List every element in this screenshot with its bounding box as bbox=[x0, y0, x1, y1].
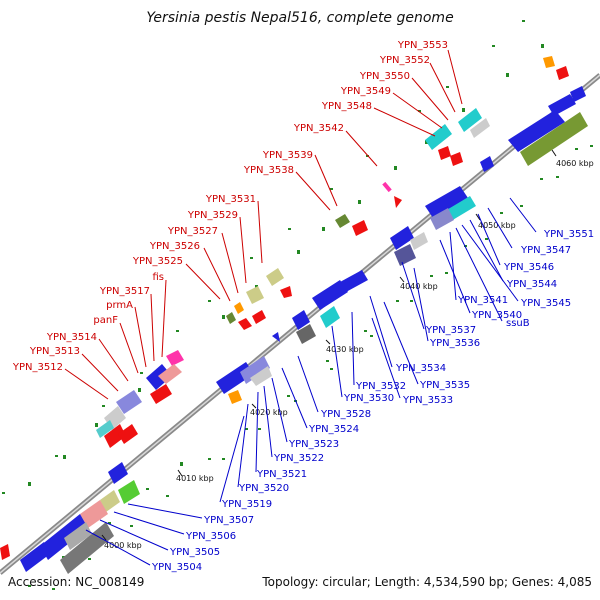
reverse-features bbox=[20, 86, 588, 574]
gene-label: YPN_3538 bbox=[243, 165, 294, 176]
gene-label: YPN_3548 bbox=[321, 101, 372, 112]
gene-label: YPN_3552 bbox=[379, 55, 430, 66]
topology-text: Topology: circular; Length: 4,534,590 bp… bbox=[261, 575, 592, 589]
reverse-labels bbox=[85, 197, 537, 566]
gene-label: YPN_3541 bbox=[457, 295, 508, 306]
gene-label: YPN_3514 bbox=[46, 332, 97, 343]
gene-label: YPN_3546 bbox=[503, 262, 554, 273]
gene-label: YPN_3539 bbox=[262, 150, 313, 161]
gene-label: YPN_3542 bbox=[293, 123, 344, 134]
gene-label: YPN_3549 bbox=[340, 86, 391, 97]
gene-label: YPN_3522 bbox=[273, 453, 324, 464]
gene-label: YPN_3537 bbox=[425, 325, 476, 336]
gene-label: YPN_3519 bbox=[221, 499, 272, 510]
gene-label: YPN_3550 bbox=[359, 71, 410, 82]
gene-label: YPN_3520 bbox=[238, 483, 289, 494]
gene-label: YPN_3532 bbox=[355, 381, 406, 392]
gene-label: YPN_3521 bbox=[256, 469, 307, 480]
gene-label: YPN_3526 bbox=[149, 241, 200, 252]
gene-label: YPN_3547 bbox=[520, 245, 571, 256]
forward-labels bbox=[64, 49, 463, 400]
tick-label: 4030 kbp bbox=[326, 345, 364, 354]
gene-label: YPN_3504 bbox=[151, 562, 202, 573]
gene-label: YPN_3506 bbox=[185, 531, 236, 542]
gene-label: YPN_3517 bbox=[99, 286, 150, 297]
gene-label: YPN_3534 bbox=[395, 363, 446, 374]
tick-label: 4010 kbp bbox=[176, 474, 214, 483]
gene-label: YPN_3536 bbox=[429, 338, 480, 349]
forward-features bbox=[0, 56, 569, 560]
forward-label-text: YPN_3553 YPN_3552 YPN_3550 YPN_3549 YPN_… bbox=[12, 40, 448, 373]
gene-label: YPN_3525 bbox=[132, 256, 183, 267]
tick-label: 4050 kbp bbox=[478, 221, 516, 230]
tick-label: 4040 kbp bbox=[400, 282, 438, 291]
gene-label: prmA bbox=[106, 300, 133, 311]
gene-label: YPN_3529 bbox=[187, 210, 238, 221]
tick-label: 4000 kbp bbox=[104, 541, 142, 550]
gene-label: YPN_3505 bbox=[169, 547, 220, 558]
gene-label: YPN_3544 bbox=[506, 279, 557, 290]
reverse-label-text: YPN_3551 YPN_3547 YPN_3546 YPN_3544 YPN_… bbox=[151, 229, 594, 573]
kbp-ticks: 4000 kbp 4010 kbp 4020 kbp 4030 kbp 4040… bbox=[101, 149, 594, 550]
accession-text: Accession: NC_008149 bbox=[8, 575, 144, 589]
gene-label: YPN_3545 bbox=[520, 298, 571, 309]
gene-label: YPN_3530 bbox=[343, 393, 394, 404]
gene-label: YPN_3523 bbox=[288, 439, 339, 450]
gene-label: YPN_3527 bbox=[167, 226, 218, 237]
gene-label: YPN_3507 bbox=[203, 515, 254, 526]
gene-label: YPN_3512 bbox=[12, 362, 63, 373]
gene-label: YPN_3551 bbox=[543, 229, 594, 240]
gene-label: YPN_3524 bbox=[308, 424, 359, 435]
gene-label: YPN_3540 bbox=[471, 310, 522, 321]
gene-label: ssuB bbox=[506, 318, 530, 329]
gene-label: YPN_3535 bbox=[419, 380, 470, 391]
gene-label: YPN_3531 bbox=[205, 194, 256, 205]
tick-label: 4060 kbp bbox=[556, 159, 594, 168]
gene-label: fis bbox=[152, 272, 164, 283]
gene-label: YPN_3533 bbox=[402, 395, 453, 406]
gene-label: panF bbox=[93, 315, 118, 326]
gene-label: YPN_3528 bbox=[320, 409, 371, 420]
map-title: Yersinia pestis Nepal516, complete genom… bbox=[146, 10, 453, 26]
tick-label: 4020 kbp bbox=[250, 408, 288, 417]
gene-label: YPN_3513 bbox=[29, 346, 80, 357]
gene-label: YPN_3553 bbox=[397, 40, 448, 51]
